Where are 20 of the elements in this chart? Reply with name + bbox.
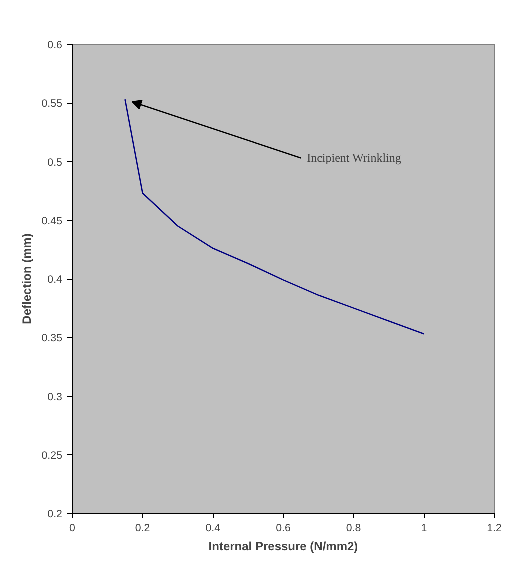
x-tick-label: 1	[421, 522, 428, 534]
y-axis-title: Deflection (mm)	[20, 234, 34, 324]
y-tick-label: 0.6	[48, 40, 63, 52]
y-tick-label: 0.4	[48, 274, 63, 286]
y-tick-label: 0.25	[42, 450, 63, 462]
annotation: Incipient Wrinkling	[307, 151, 402, 166]
y-tick-label: 0.55	[42, 98, 63, 110]
x-tick-label: 0.6	[276, 522, 291, 534]
x-tick-label: 1.2	[487, 522, 502, 534]
y-tick-label: 0.5	[48, 156, 63, 169]
x-axis-title: Internal Pressure (N/mm2)	[208, 540, 358, 554]
x-tick-label: 0.8	[346, 522, 362, 534]
x-tick-label: 0.4	[206, 522, 221, 534]
y-tick-label: 0.3	[48, 391, 63, 404]
line-series	[124, 98, 425, 335]
y-tick-label: 0.45	[42, 215, 63, 228]
y-tick-label: 0.35	[42, 332, 63, 345]
x-tick-label: 0.2	[135, 522, 150, 534]
x-tick-label: 0	[70, 522, 76, 534]
y-tick-label: 0.2	[48, 508, 63, 520]
